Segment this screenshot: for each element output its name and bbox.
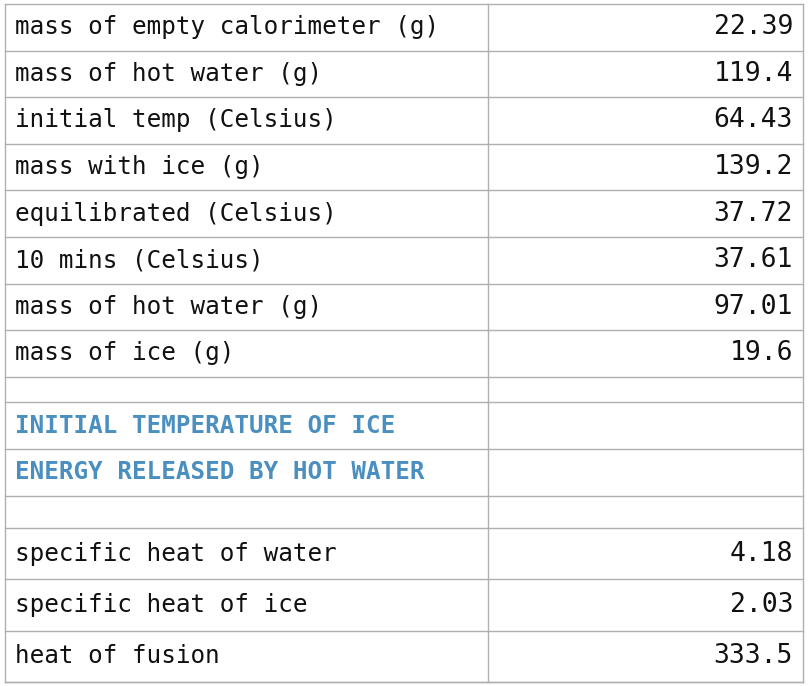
Text: equilibrated (Celsius): equilibrated (Celsius)	[15, 202, 337, 226]
Text: mass with ice (g): mass with ice (g)	[15, 155, 263, 179]
Text: 37.72: 37.72	[713, 201, 793, 226]
Text: mass of hot water (g): mass of hot water (g)	[15, 295, 322, 319]
Text: 19.6: 19.6	[730, 340, 793, 366]
Text: 97.01: 97.01	[713, 294, 793, 320]
Text: 119.4: 119.4	[713, 61, 793, 87]
Text: mass of ice (g): mass of ice (g)	[15, 342, 234, 366]
Text: 64.43: 64.43	[713, 108, 793, 134]
Text: specific heat of water: specific heat of water	[15, 542, 337, 566]
Text: mass of hot water (g): mass of hot water (g)	[15, 62, 322, 86]
Text: heat of fusion: heat of fusion	[15, 644, 220, 668]
Text: 22.39: 22.39	[713, 14, 793, 40]
Text: 333.5: 333.5	[713, 643, 793, 670]
Text: 37.61: 37.61	[713, 247, 793, 273]
Text: ENERGY RELEASED BY HOT WATER: ENERGY RELEASED BY HOT WATER	[15, 460, 424, 484]
Text: 10 mins (Celsius): 10 mins (Celsius)	[15, 248, 263, 272]
Text: 2.03: 2.03	[730, 592, 793, 618]
Text: initial temp (Celsius): initial temp (Celsius)	[15, 108, 337, 132]
Text: specific heat of ice: specific heat of ice	[15, 593, 308, 617]
Text: INITIAL TEMPERATURE OF ICE: INITIAL TEMPERATURE OF ICE	[15, 414, 395, 438]
Text: 4.18: 4.18	[730, 541, 793, 567]
Text: mass of empty calorimeter (g): mass of empty calorimeter (g)	[15, 15, 439, 39]
Text: 139.2: 139.2	[713, 154, 793, 180]
